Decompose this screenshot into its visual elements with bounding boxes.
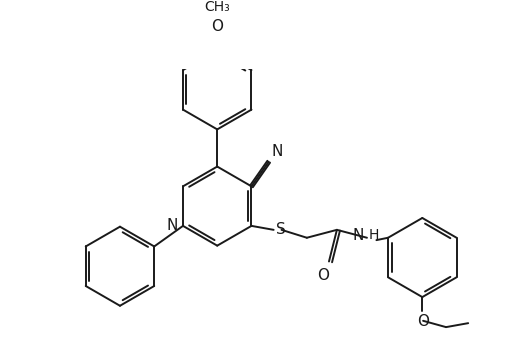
Text: N: N (353, 228, 364, 243)
Text: S: S (276, 221, 286, 237)
Text: CH₃: CH₃ (204, 0, 230, 14)
Text: N: N (272, 144, 283, 159)
Text: O: O (417, 314, 429, 329)
Text: O: O (211, 19, 223, 34)
Text: N: N (167, 218, 178, 233)
Text: H: H (368, 228, 379, 242)
Text: O: O (317, 268, 329, 283)
